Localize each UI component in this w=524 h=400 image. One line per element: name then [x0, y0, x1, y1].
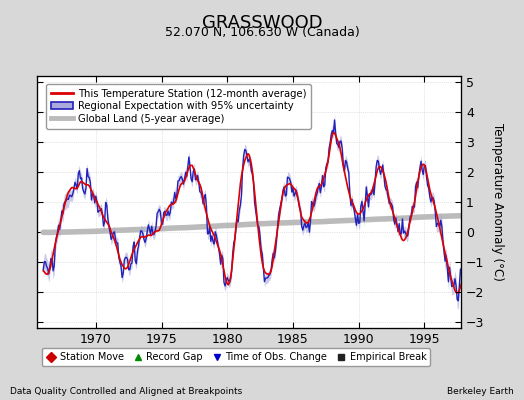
Text: Berkeley Earth: Berkeley Earth	[447, 387, 514, 396]
Y-axis label: Temperature Anomaly (°C): Temperature Anomaly (°C)	[492, 123, 504, 281]
Text: 52.070 N, 106.630 W (Canada): 52.070 N, 106.630 W (Canada)	[165, 26, 359, 39]
Text: Data Quality Controlled and Aligned at Breakpoints: Data Quality Controlled and Aligned at B…	[10, 387, 243, 396]
Legend: Station Move, Record Gap, Time of Obs. Change, Empirical Break: Station Move, Record Gap, Time of Obs. C…	[41, 348, 430, 366]
Text: GRASSWOOD: GRASSWOOD	[202, 14, 322, 32]
